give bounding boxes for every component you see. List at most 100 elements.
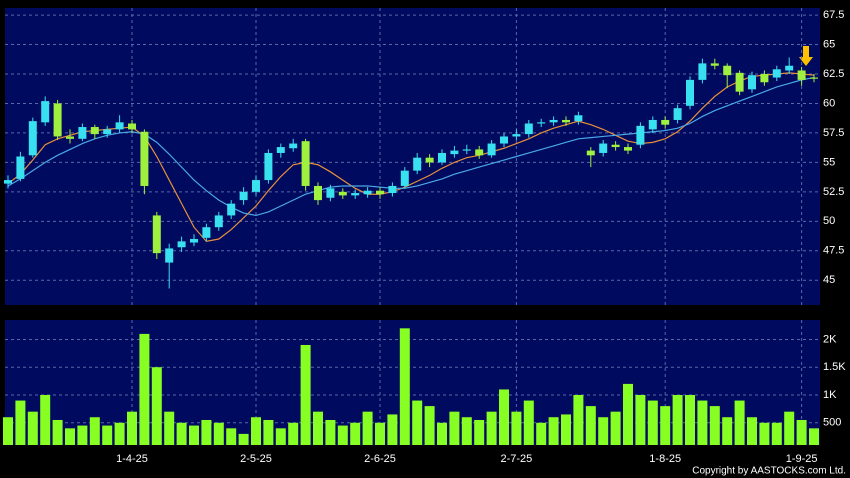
volume-bar xyxy=(3,417,13,445)
candle-body xyxy=(214,215,223,228)
volume-bar xyxy=(784,411,795,445)
volume-bar xyxy=(722,417,733,445)
candle-body xyxy=(363,190,372,195)
candle-body xyxy=(772,69,781,78)
volume-bar xyxy=(27,411,38,445)
volume-bar xyxy=(164,411,175,445)
volume-bar xyxy=(796,420,807,445)
volume-bar xyxy=(747,417,757,445)
y-tick-label: 50 xyxy=(823,215,835,227)
volume-bar xyxy=(288,422,299,445)
x-tick-label: 2-6-25 xyxy=(364,453,396,465)
y-tick-label: 1.5K xyxy=(823,361,846,373)
volume-bar xyxy=(238,433,249,445)
latest-marker xyxy=(799,46,813,66)
volume-bar xyxy=(759,422,770,445)
candle-body xyxy=(190,239,198,243)
volume-bar xyxy=(40,395,51,445)
volume-bar xyxy=(697,400,708,445)
volume-bar xyxy=(102,425,113,445)
volume-bar xyxy=(523,400,534,445)
volume-bar xyxy=(437,422,447,445)
candle-body xyxy=(326,188,335,198)
volume-bar xyxy=(548,417,559,445)
candle-body xyxy=(686,79,694,106)
y-tick-label: 62.5 xyxy=(823,68,844,80)
volume-bar xyxy=(685,395,695,445)
candle-body xyxy=(227,203,236,216)
candle-body xyxy=(351,193,360,196)
volume-bar xyxy=(375,422,385,445)
y-tick-label: 57.5 xyxy=(823,127,844,139)
candle-body xyxy=(710,63,719,66)
candle-body xyxy=(115,122,124,130)
volume-bar xyxy=(412,400,423,445)
volume-bar xyxy=(610,411,621,445)
candle-body xyxy=(500,136,508,144)
candle-body xyxy=(574,115,583,122)
volume-bar xyxy=(337,425,348,445)
candle-body xyxy=(165,248,174,263)
volume-bar xyxy=(89,417,100,445)
candle-body xyxy=(66,136,74,139)
volume-bar xyxy=(65,428,75,445)
candle-body xyxy=(338,191,347,196)
candle-body xyxy=(537,122,546,124)
volume-bar xyxy=(313,411,323,445)
candle-body xyxy=(810,77,818,79)
volume-bar xyxy=(189,425,199,445)
candle-body xyxy=(376,190,384,195)
candle-body xyxy=(41,101,50,123)
candle-body xyxy=(462,149,471,151)
volume-bar xyxy=(77,425,88,445)
x-tick-label: 1-4-25 xyxy=(116,453,148,465)
candle-body xyxy=(78,127,87,139)
y-tick-label: 47.5 xyxy=(823,245,844,257)
candle-body xyxy=(90,127,99,135)
volume-bar xyxy=(672,395,683,445)
volume-bar xyxy=(635,395,646,445)
volume-bar xyxy=(251,417,261,445)
candle-body xyxy=(661,119,670,125)
volume-bar xyxy=(350,422,361,445)
candle-body xyxy=(289,143,298,149)
volume-bar xyxy=(139,333,150,445)
y-tick-label: 2K xyxy=(823,333,837,345)
volume-bar xyxy=(114,422,125,445)
candle-body xyxy=(103,129,112,135)
volume-bar xyxy=(585,406,596,445)
volume-bar xyxy=(127,411,137,445)
candle-body xyxy=(252,180,260,192)
volume-bar xyxy=(660,406,671,445)
volume-bar xyxy=(151,367,162,445)
volume-bar xyxy=(362,411,373,445)
volume-bar xyxy=(573,395,584,445)
candle-body xyxy=(624,147,632,151)
volume-bar xyxy=(275,428,286,445)
volume-bar xyxy=(561,414,571,445)
candle-body xyxy=(698,63,707,80)
candle-body xyxy=(785,65,794,71)
volume-bar xyxy=(647,400,658,445)
volume-bar xyxy=(325,420,336,445)
y-tick-label: 65 xyxy=(823,38,835,50)
candle-body xyxy=(438,152,446,163)
volume-bar xyxy=(486,411,497,445)
y-tick-label: 67.5 xyxy=(823,9,844,21)
volume-bar xyxy=(461,417,472,445)
volume-bar xyxy=(226,428,237,445)
candle-body xyxy=(549,119,558,123)
candle-body xyxy=(611,144,620,148)
candle-body xyxy=(16,156,25,179)
candle-body xyxy=(388,185,397,194)
candle-body xyxy=(636,125,645,145)
candle-body xyxy=(128,123,136,130)
x-tick-label: 2-7-25 xyxy=(501,453,533,465)
volume-bar xyxy=(536,422,547,445)
candle-body xyxy=(400,170,409,186)
x-tick-label: 1-8-25 xyxy=(649,453,681,465)
x-tick-label: 2-5-25 xyxy=(240,453,272,465)
volume-bar xyxy=(734,400,745,445)
candle-body xyxy=(797,70,806,80)
